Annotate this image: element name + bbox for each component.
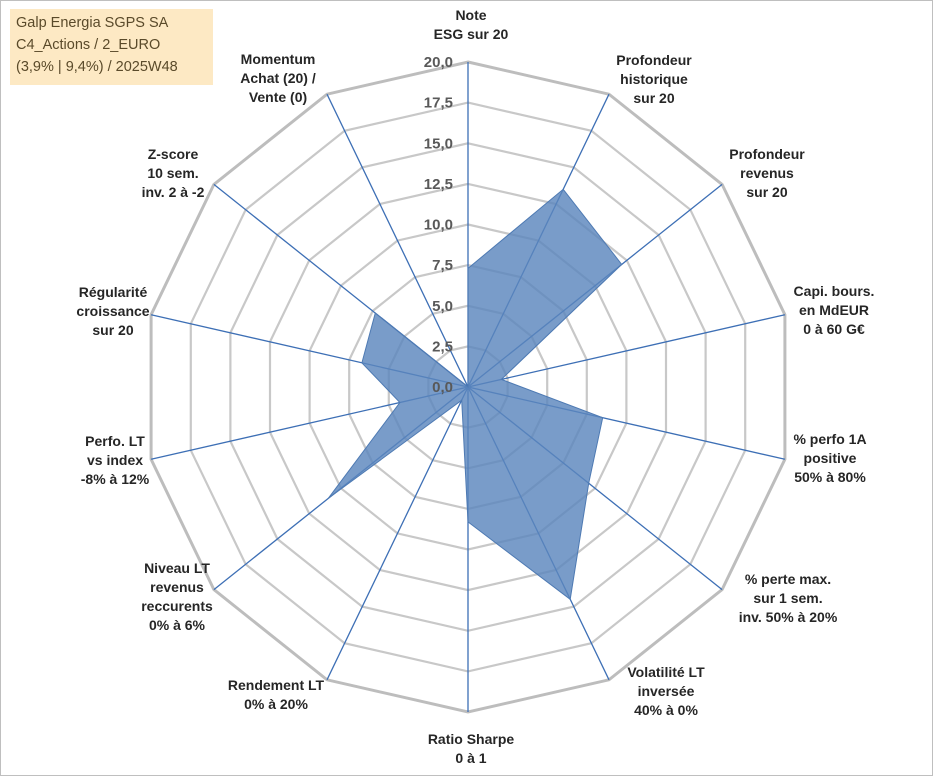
tick-label-3: 7,5 [432,257,453,274]
category-label-13: Momentum Achat (20) / Vente (0) [240,51,316,105]
category-label-0: Note ESG sur 20 [434,7,509,42]
category-label-11: Régularité croissance sur 20 [76,284,149,338]
tick-label-2: 5,0 [432,298,453,315]
tick-label-6: 15,0 [424,135,453,152]
info-category: C4_Actions / 2_EURO [16,37,161,53]
category-label-4: % perfo 1A positive 50% à 80% [793,431,866,485]
category-label-1: Profondeur historique sur 20 [616,52,692,106]
tick-label-0: 0,0 [432,379,453,396]
tick-label-7: 17,5 [424,95,453,112]
tick-label-8: 20,0 [424,54,453,71]
series-area [327,188,623,601]
category-label-7: Ratio Sharpe 0 à 1 [428,731,515,766]
radar-category-labels: Note ESG sur 20 Profondeur historique sur 20… [76,7,874,766]
radar-series [327,188,623,601]
tick-label-4: 10,0 [424,217,453,234]
category-label-9: Niveau LT revenus reccurents 0% à 6% [141,560,213,633]
spoke-8 [326,386,469,681]
category-label-3: Capi. bours. en MdEUR 0 à 60 G€ [794,283,875,337]
spoke-3 [467,314,786,388]
category-label-8: Rendement LT 0% à 20% [228,677,325,712]
radar-tick-labels: 0,0 2,5 5,0 7,5 10,0 12,5 15,0 17,5 20,0 [424,54,453,396]
category-label-5: % perte max. sur 1 sem. inv. 50% à 20% [739,571,838,625]
category-label-2: Profondeur revenus sur 20 [729,146,805,200]
info-box: Galp Energia SGPS SA C4_Actions / 2_EURO… [10,9,213,85]
info-company-name: Galp Energia SGPS SA [16,15,169,31]
tick-label-1: 2,5 [432,338,453,355]
category-label-10: Perfo. LT vs index -8% à 12% [81,433,150,487]
info-stats: (3,9% | 9,4%) / 2025W48 [16,59,178,75]
category-label-12: Z-score 10 sem. inv. 2 à -2 [142,146,205,200]
category-label-6: Volatilité LT inversée 40% à 0% [627,664,705,718]
tick-label-5: 12,5 [424,176,453,193]
spoke-13 [326,93,469,388]
